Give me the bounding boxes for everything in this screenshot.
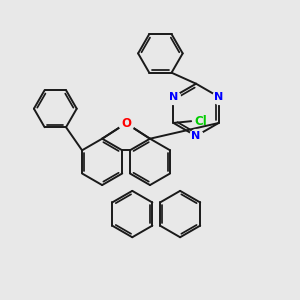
Text: Cl: Cl <box>195 115 208 128</box>
Text: N: N <box>191 131 201 141</box>
Text: N: N <box>214 92 223 102</box>
Text: O: O <box>121 117 131 130</box>
Text: N: N <box>169 92 178 102</box>
